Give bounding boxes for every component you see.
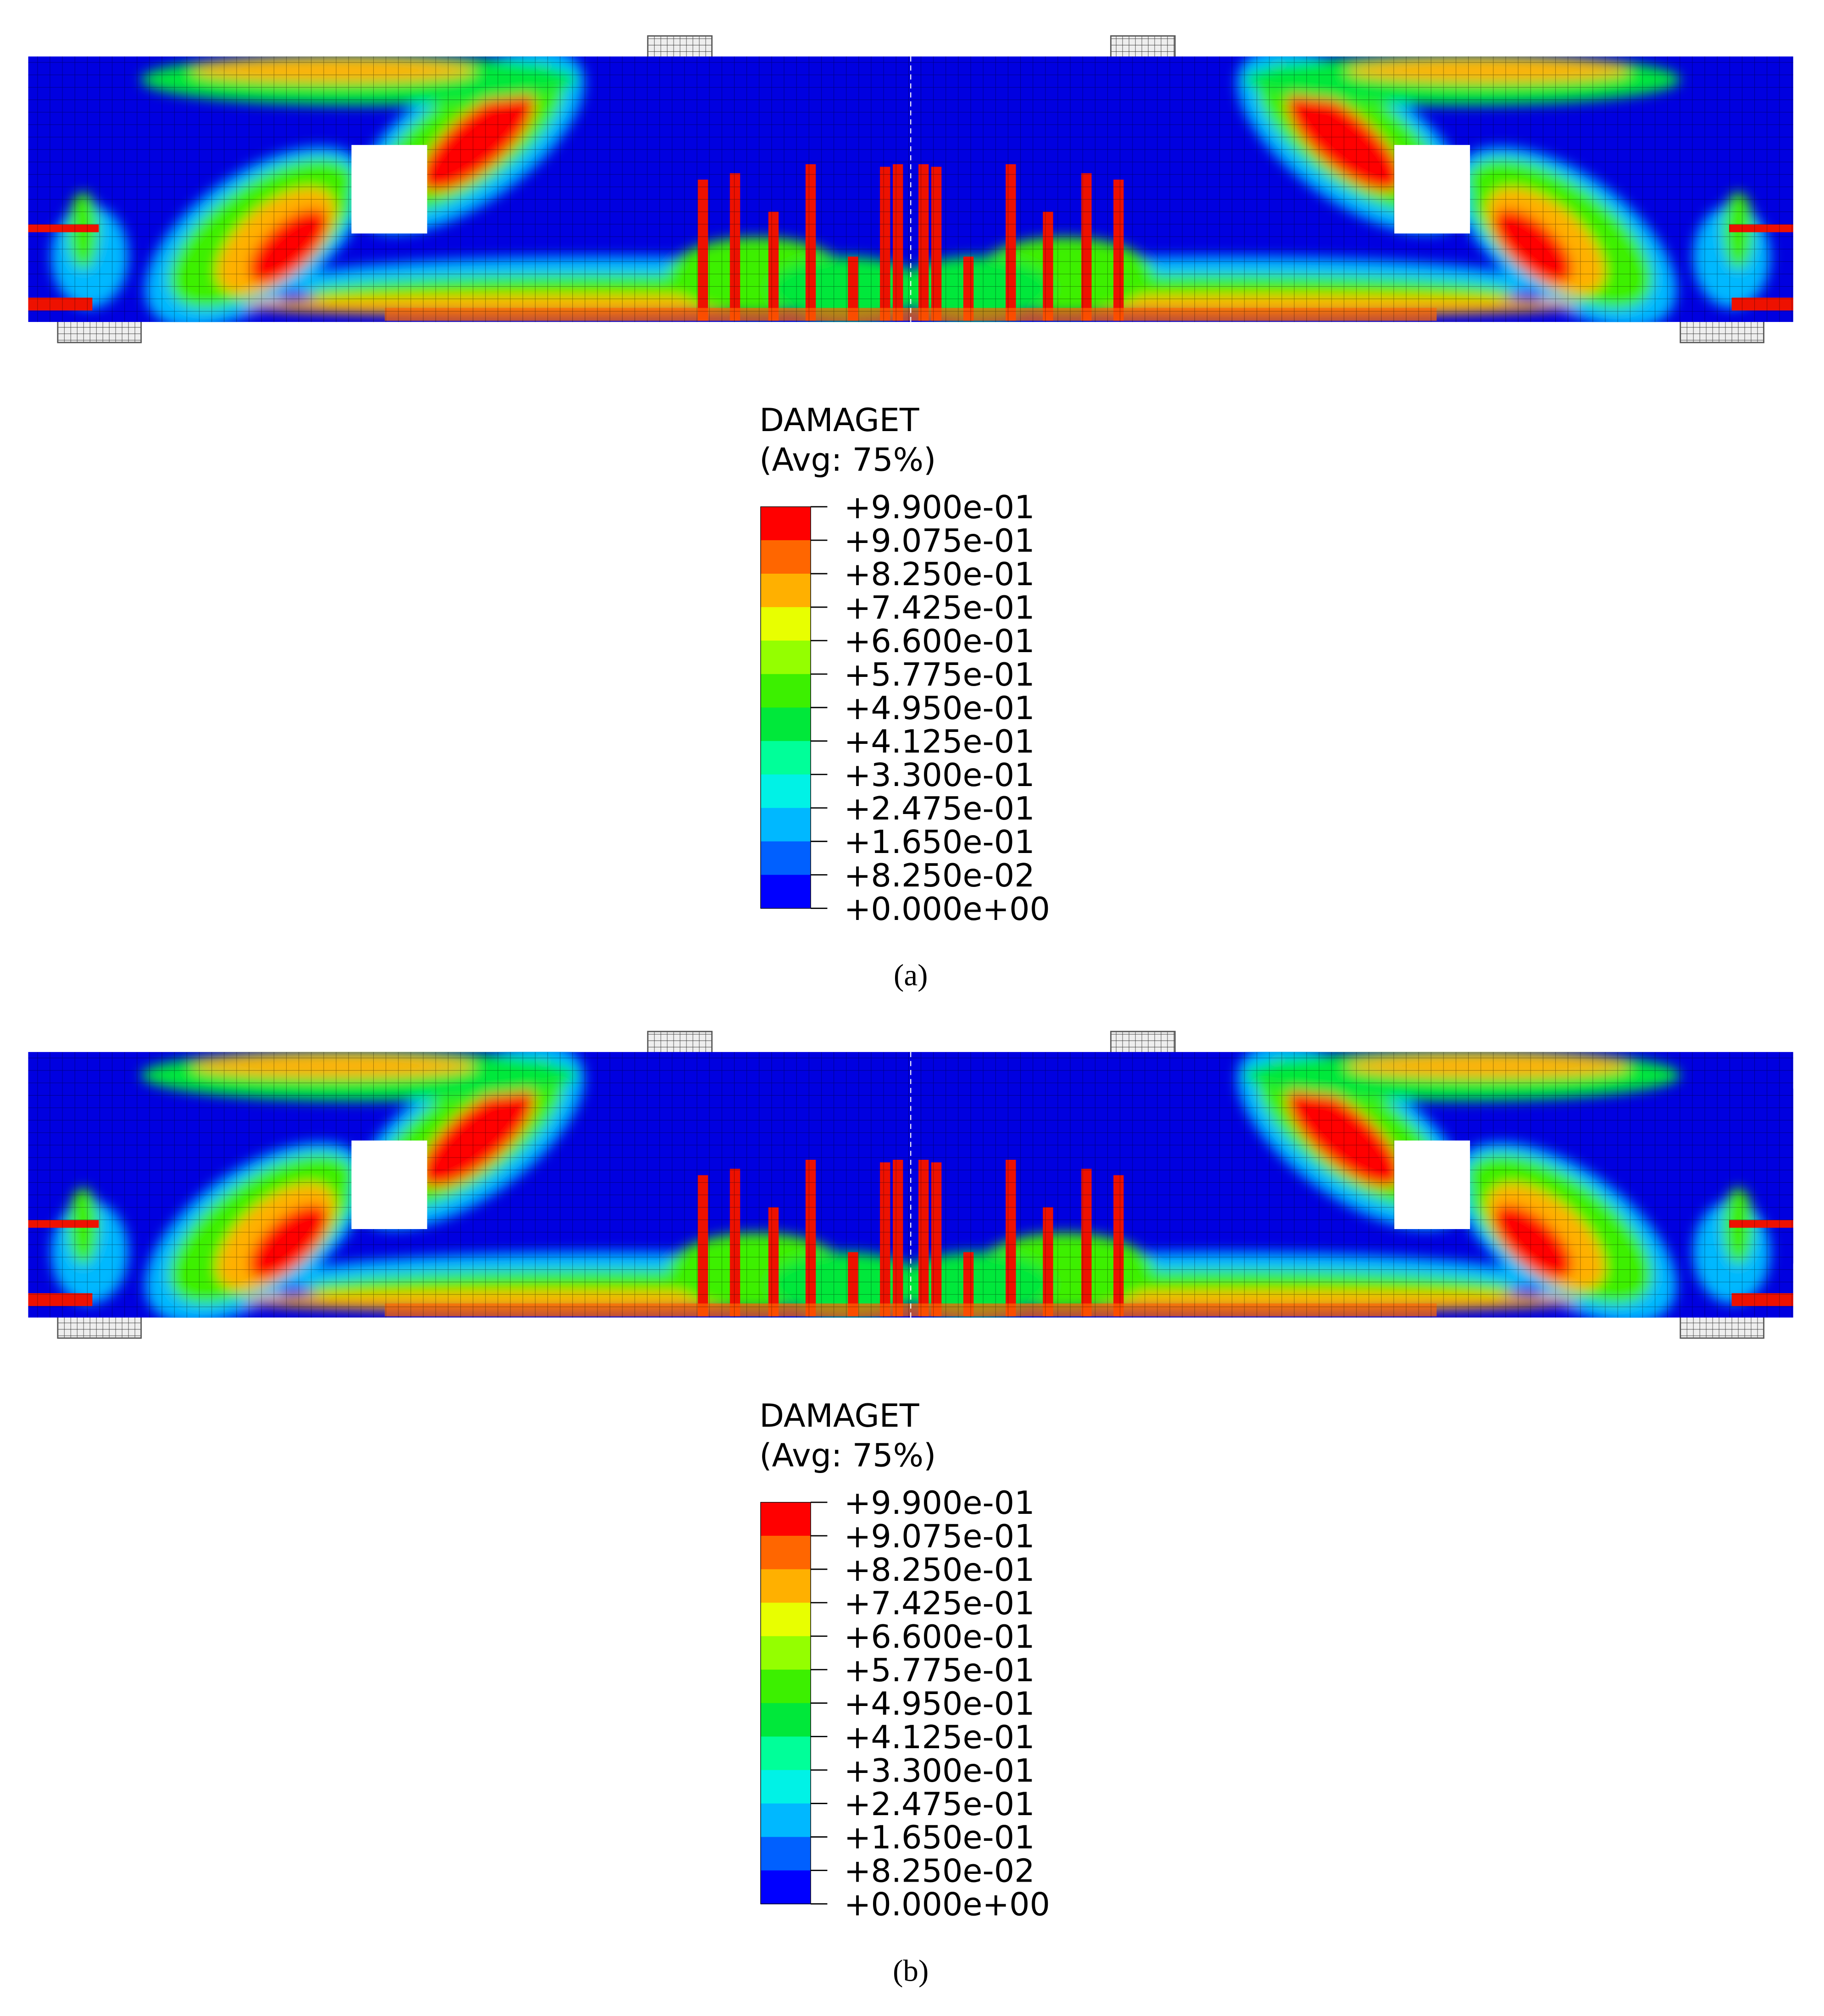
- caption: (a): [894, 958, 928, 992]
- legend-swatch: [760, 774, 811, 809]
- legend-label: +1.650e-01: [844, 824, 1035, 861]
- legend-label: +2.475e-01: [844, 790, 1035, 827]
- legend-label: +6.600e-01: [844, 623, 1035, 660]
- legend-label: +4.950e-01: [844, 690, 1035, 727]
- panel: DAMAGET(Avg: 75%)+9.900e-01+9.075e-01+8.…: [28, 35, 1793, 992]
- legend-swatch: [760, 1669, 811, 1704]
- legend-label: +9.075e-01: [844, 1518, 1035, 1555]
- legend-label: +8.250e-02: [844, 857, 1035, 894]
- mesh: [28, 1052, 1793, 1318]
- legend-label: +3.300e-01: [844, 1752, 1035, 1789]
- legend-swatch: [760, 1736, 811, 1771]
- legend-title: DAMAGET: [759, 1397, 919, 1434]
- legend-swatch: [760, 1569, 811, 1603]
- legend-label: +2.475e-01: [844, 1786, 1035, 1823]
- legend-swatch: [760, 875, 811, 909]
- legend-swatch: [760, 1703, 811, 1737]
- mesh: [28, 56, 1793, 322]
- legend-swatch: [760, 640, 811, 675]
- legend-swatch: [760, 1770, 811, 1804]
- legend-label: +5.775e-01: [844, 1652, 1035, 1689]
- opening: [351, 145, 427, 234]
- legend-label: +9.075e-01: [844, 522, 1035, 559]
- figure-content: DAMAGET(Avg: 75%)+9.900e-01+9.075e-01+8.…: [28, 35, 1793, 1988]
- legend-swatch: [760, 674, 811, 708]
- legend-label: +8.250e-01: [844, 556, 1035, 593]
- legend-swatch: [760, 1602, 811, 1637]
- legend-subtitle: (Avg: 75%): [759, 1437, 936, 1474]
- beam: [28, 56, 1793, 322]
- legend-label: +8.250e-01: [844, 1551, 1035, 1589]
- legend-label: +6.600e-01: [844, 1618, 1035, 1656]
- legend-swatch: [760, 607, 811, 641]
- legend-swatch: [760, 540, 811, 574]
- legend-label: +7.425e-01: [844, 1585, 1035, 1622]
- legend-label: +4.125e-01: [844, 723, 1035, 760]
- legend-label: +4.950e-01: [844, 1685, 1035, 1722]
- legend-label: +3.300e-01: [844, 757, 1035, 794]
- legend-subtitle: (Avg: 75%): [759, 442, 936, 479]
- legend-swatch: [760, 1636, 811, 1670]
- legend-label: +9.900e-01: [844, 489, 1035, 526]
- opening: [1394, 1140, 1470, 1230]
- legend-label: +1.650e-01: [844, 1819, 1035, 1856]
- legend-swatch: [760, 1535, 811, 1570]
- caption: (b): [893, 1953, 929, 1988]
- legend-label: +8.250e-02: [844, 1853, 1035, 1890]
- legend-swatch: [760, 707, 811, 742]
- legend-swatch: [760, 1870, 811, 1905]
- legend-swatch: [760, 1837, 811, 1871]
- panel: DAMAGET(Avg: 75%)+9.900e-01+9.075e-01+8.…: [28, 1030, 1793, 1988]
- legend-swatch: [760, 507, 811, 541]
- legend-swatch: [760, 741, 811, 775]
- legend-swatch: [760, 573, 811, 608]
- legend-label: +0.000e+00: [844, 891, 1050, 928]
- opening: [1394, 145, 1470, 234]
- legend-label: +7.425e-01: [844, 589, 1035, 626]
- legend-label: +9.900e-01: [844, 1484, 1035, 1522]
- legend-swatch: [760, 1502, 811, 1536]
- legend-swatch: [760, 841, 811, 875]
- legend-label: +5.775e-01: [844, 656, 1035, 693]
- opening: [351, 1140, 427, 1230]
- legend-title: DAMAGET: [759, 402, 919, 439]
- legend-label: +0.000e+00: [844, 1886, 1050, 1923]
- legend-swatch: [760, 1803, 811, 1838]
- legend-label: +4.125e-01: [844, 1719, 1035, 1756]
- legend-swatch: [760, 808, 811, 842]
